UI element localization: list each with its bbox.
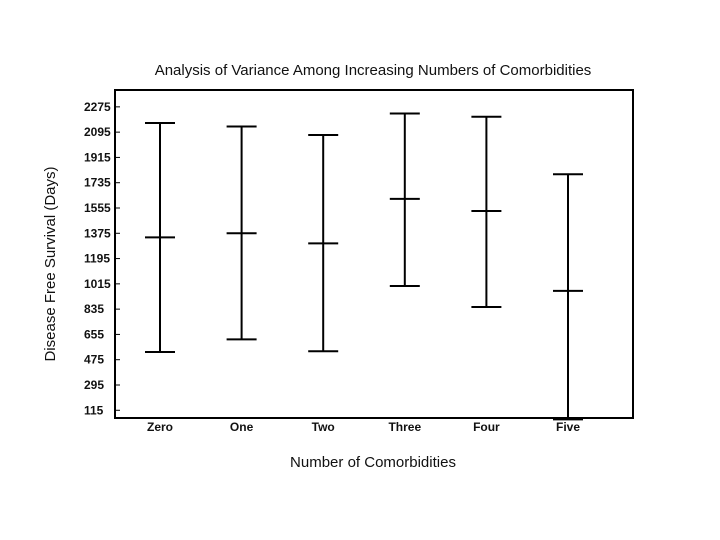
y-tick-label: 295 bbox=[84, 378, 104, 392]
x-tick-label: Three bbox=[388, 420, 421, 434]
y-tick-label: 1915 bbox=[84, 150, 111, 164]
x-tick-label: One bbox=[230, 420, 254, 434]
y-tick-label: 655 bbox=[84, 327, 104, 341]
error-bars bbox=[145, 112, 583, 421]
y-tick-label: 1195 bbox=[84, 252, 110, 266]
x-tick-label: Zero bbox=[147, 420, 173, 434]
y-tick-label: 1735 bbox=[84, 176, 111, 190]
y-tick-label: 475 bbox=[84, 353, 104, 367]
x-axis-ticks: Zero One Two Three Four Five bbox=[147, 420, 580, 434]
y-tick-label: 115 bbox=[84, 403, 104, 417]
y-tick-label: 1015 bbox=[84, 277, 111, 291]
y-axis-ticks: 115 295 475 655 835 1015 1195 1375 1555 1735 1915 2… bbox=[84, 100, 120, 417]
y-tick-label: 1375 bbox=[84, 226, 111, 240]
chart-title: Analysis of Variance Among Increasing Nu… bbox=[155, 62, 592, 79]
y-axis-label: Disease Free Survival (Days) bbox=[42, 166, 59, 361]
x-tick-label: Five bbox=[556, 420, 580, 434]
x-tick-label: Four bbox=[473, 420, 500, 434]
y-tick-label: 835 bbox=[84, 302, 104, 316]
plot-frame bbox=[114, 89, 634, 419]
x-tick-label: Two bbox=[312, 420, 335, 434]
x-axis-label: Number of Comorbidities bbox=[290, 454, 456, 471]
y-tick-label: 2275 bbox=[84, 100, 111, 114]
y-tick-label: 1555 bbox=[84, 201, 111, 215]
y-tick-label: 2095 bbox=[84, 125, 111, 139]
